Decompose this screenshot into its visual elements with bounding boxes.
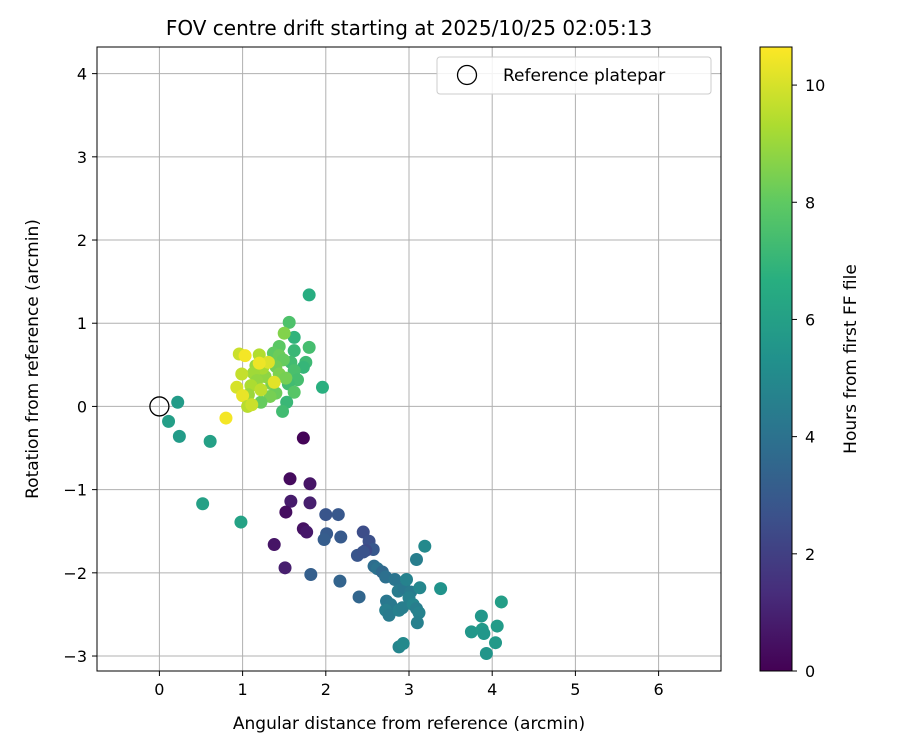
colorbar-gradient: [759, 46, 793, 672]
x-tick-label: 3: [404, 680, 414, 699]
data-point: [284, 494, 298, 508]
y-tick-label: −1: [63, 481, 87, 500]
data-point: [302, 288, 316, 302]
data-point: [477, 627, 491, 641]
colorbar-tick-label: 0: [805, 662, 815, 681]
data-point: [494, 595, 508, 609]
data-point: [303, 477, 317, 491]
colorbar: 0 2 4 6 8 10 Hours from first FF file: [759, 46, 861, 681]
data-point: [434, 582, 448, 596]
y-tick-label: 2: [77, 231, 87, 250]
y-tick-label: 1: [77, 314, 87, 333]
data-point: [219, 411, 233, 425]
y-tick-label: −3: [63, 647, 87, 666]
data-point: [245, 398, 259, 412]
y-axis-label: Rotation from reference (arcmin): [23, 219, 43, 499]
legend-reference-marker: [456, 64, 478, 86]
colorbar-label: Hours from first FF file: [841, 264, 861, 454]
y-tick-label: −2: [63, 564, 87, 583]
data-point: [300, 525, 314, 539]
data-point: [252, 356, 266, 370]
data-point: [395, 601, 409, 615]
data-point: [382, 608, 396, 622]
x-tick-label: 5: [570, 680, 580, 699]
x-axis-label: Angular distance from reference (arcmin): [233, 714, 585, 734]
data-point: [282, 315, 296, 329]
data-point: [238, 349, 252, 363]
data-point: [287, 344, 301, 358]
chart-title: FOV centre drift starting at 2025/10/25 …: [166, 16, 652, 40]
y-tick-label: 3: [77, 148, 87, 167]
colorbar-tick-label: 4: [805, 428, 815, 447]
data-point: [303, 496, 317, 510]
y-axis-ticks: −3 −2 −1 0 1 2 3 4: [63, 65, 97, 666]
x-tick-label: 0: [154, 680, 164, 699]
y-tick-label: 0: [77, 397, 87, 416]
data-point: [278, 561, 292, 575]
x-tick-label: 1: [238, 680, 248, 699]
data-point: [172, 429, 186, 443]
data-point: [479, 647, 493, 661]
data-point: [410, 616, 424, 630]
x-axis-ticks: 0 1 2 3 4 5 6: [154, 671, 664, 699]
data-point: [319, 508, 333, 522]
data-points: [162, 288, 508, 661]
data-point: [287, 330, 301, 344]
data-point: [162, 414, 176, 428]
data-point: [388, 572, 402, 586]
data-point: [267, 375, 281, 389]
data-point: [171, 395, 185, 409]
legend: Reference platepar: [436, 56, 712, 95]
data-point: [302, 340, 316, 354]
colorbar-ticks: 0 2 4 6 8 10: [792, 76, 825, 681]
legend-box: [436, 56, 712, 95]
x-tick-label: 6: [654, 680, 664, 699]
data-point: [276, 404, 290, 418]
data-point: [413, 581, 427, 595]
data-point: [331, 508, 345, 522]
data-point: [352, 590, 366, 604]
x-tick-label: 4: [487, 680, 497, 699]
data-point: [279, 505, 293, 519]
data-point: [236, 389, 250, 403]
data-point: [283, 472, 297, 486]
data-point: [333, 574, 347, 588]
reference-platepar-marker: [149, 396, 170, 417]
data-point: [279, 371, 293, 385]
data-point: [267, 538, 281, 552]
colorbar-tick-label: 2: [805, 545, 815, 564]
data-point: [400, 572, 414, 586]
data-point: [296, 431, 310, 445]
data-point: [287, 385, 301, 399]
data-point: [304, 567, 318, 581]
data-point: [412, 606, 426, 620]
data-point: [254, 383, 268, 397]
data-point: [396, 637, 410, 651]
data-point: [203, 434, 217, 448]
data-point: [409, 553, 423, 567]
data-point: [315, 380, 329, 394]
colorbar-tick-label: 10: [805, 76, 825, 95]
x-tick-label: 2: [321, 680, 331, 699]
data-point: [196, 497, 210, 511]
data-point: [490, 619, 504, 633]
data-point: [277, 326, 291, 340]
data-point: [235, 367, 249, 381]
data-point: [317, 533, 331, 547]
data-point: [356, 545, 370, 559]
data-point: [474, 609, 488, 623]
y-tick-label: 4: [77, 65, 87, 84]
colorbar-tick-label: 6: [805, 310, 815, 329]
reference-marker-group: [149, 396, 170, 417]
colorbar-tick-label: 8: [805, 193, 815, 212]
data-point: [234, 515, 248, 529]
data-point: [489, 636, 503, 650]
data-point: [418, 539, 432, 553]
data-point: [464, 625, 478, 639]
legend-entry: Reference platepar: [503, 66, 665, 86]
grid-lines: [97, 47, 721, 671]
data-point: [334, 530, 348, 544]
